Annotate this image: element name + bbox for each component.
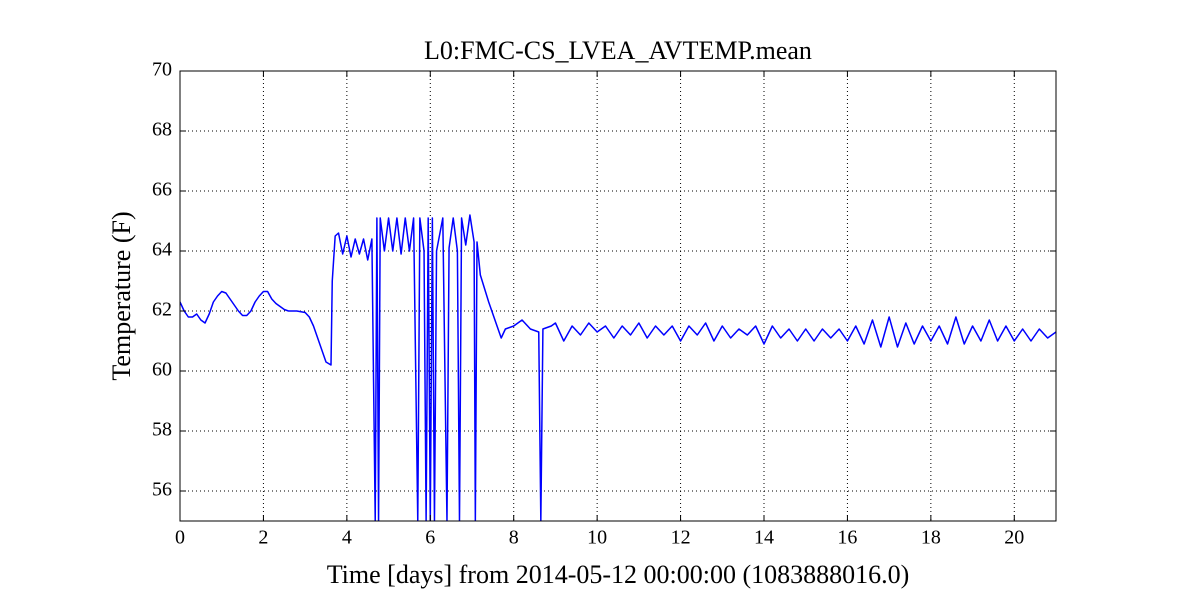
y-tick-label: 66: [152, 179, 172, 201]
x-tick-label: 20: [1004, 527, 1024, 549]
plot-frame: [179, 70, 1057, 522]
y-tick-label: 60: [152, 359, 172, 381]
y-tick-label: 56: [152, 479, 172, 501]
x-tick-label: 4: [342, 527, 352, 549]
y-tick-label: 68: [152, 119, 172, 141]
x-tick-label: 14: [754, 527, 774, 549]
chart-title: L0:FMC-CS_LVEA_AVTEMP.mean: [424, 36, 812, 65]
x-tick-label: 0: [175, 527, 185, 549]
y-tick-label: 62: [152, 299, 172, 321]
x-tick-label: 16: [837, 527, 857, 549]
data-line: [180, 214, 1056, 521]
x-axis-label: Time [days] from 2014-05-12 00:00:00 (10…: [327, 560, 910, 589]
y-tick-label: 64: [152, 239, 172, 261]
x-tick-label: 12: [671, 527, 691, 549]
x-tick-label: 2: [258, 527, 268, 549]
y-axis-label: Temperature (F): [107, 211, 136, 380]
x-tick-label: 8: [509, 527, 519, 549]
y-tick-label: 58: [152, 419, 172, 441]
x-tick-label: 10: [587, 527, 607, 549]
y-tick-label: 70: [152, 59, 172, 81]
x-tick-label: 18: [921, 527, 941, 549]
plot: [180, 214, 1056, 521]
x-tick-label: 6: [425, 527, 435, 549]
